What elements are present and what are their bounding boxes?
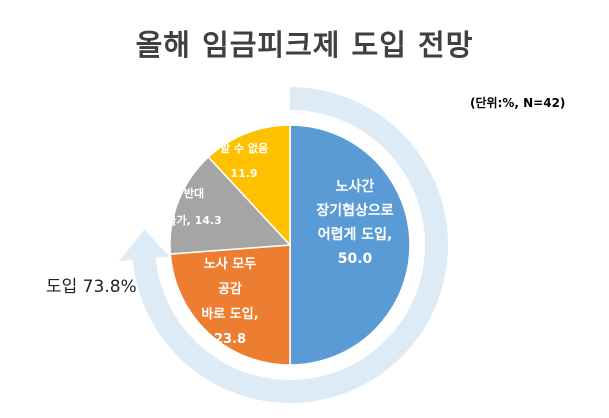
slice-agreed	[169, 244, 291, 366]
slice-label-line: 알 수 없음	[220, 141, 268, 155]
slice-label-line: 노사간	[336, 178, 375, 195]
slice-label-line: 장기협상으로	[316, 202, 393, 219]
slice-label-line: 11.9	[230, 167, 257, 180]
slice-label-line: 바로 도입,	[201, 306, 258, 322]
slice-label-line: 노사 모두	[204, 256, 256, 272]
slice-label-line: 공감	[218, 282, 242, 297]
slice-label: 알 수 없음 11.9	[220, 141, 268, 180]
slice-negotiated	[289, 124, 411, 366]
doip-ring-arrowhead	[118, 229, 170, 262]
chart-title: 올해 임금피크제 도입 전망	[135, 28, 474, 62]
slice-unknown	[207, 124, 291, 247]
slice-union-oppose	[169, 155, 292, 255]
slice-label-line: 50.0	[338, 251, 373, 267]
doip-callout: 도입 73.8%	[46, 277, 137, 297]
slice-label-line: 어렵게 도입,	[318, 226, 393, 243]
slice-label-line: 도입 불가, 14.3	[142, 213, 221, 227]
slice-label-line: 노조 반대	[160, 186, 204, 200]
slice-label-line: 23.8	[214, 332, 246, 347]
unit-note: (단위:%, N=42)	[470, 96, 566, 110]
